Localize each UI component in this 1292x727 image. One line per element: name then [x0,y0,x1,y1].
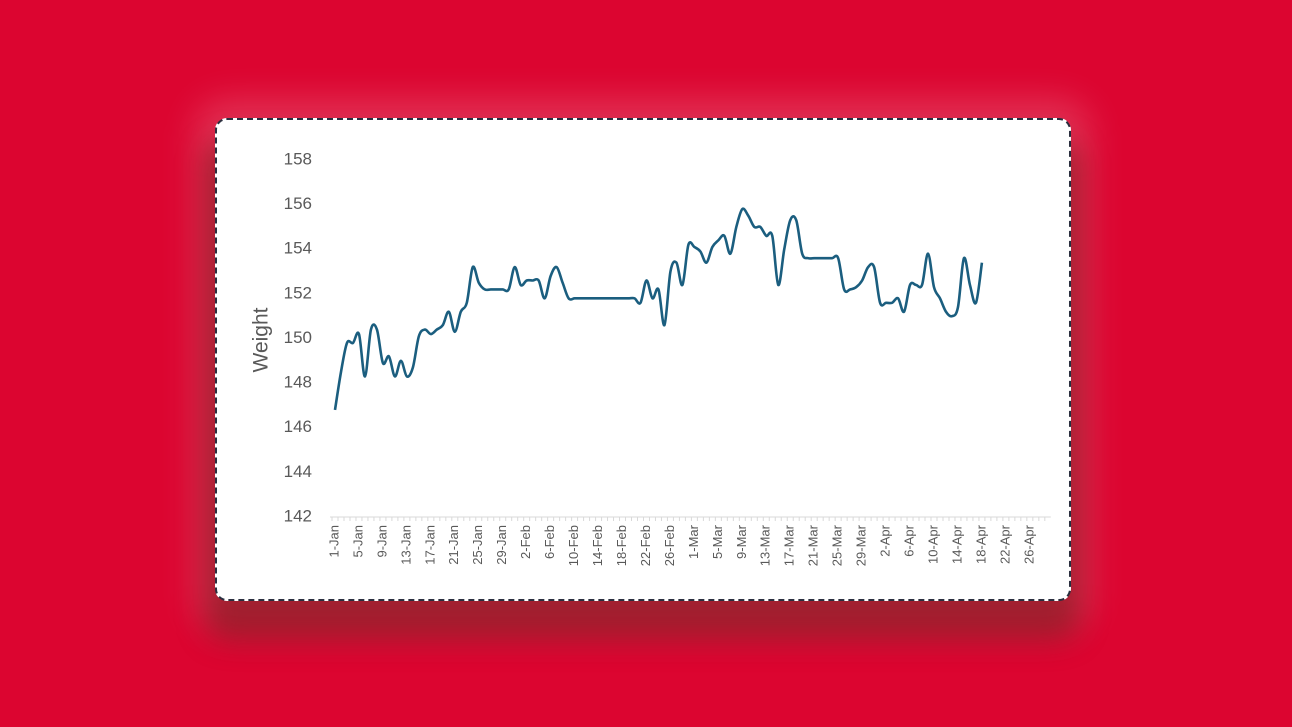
y-tick-label: 156 [284,194,312,213]
y-tick-label: 142 [284,506,312,525]
x-tick-label: 26-Feb [662,525,677,566]
x-tick-label: 1-Jan [326,525,341,558]
x-tick-label: 2-Feb [518,525,533,559]
x-tick-label: 14-Feb [590,525,605,566]
y-tick-label: 150 [284,328,312,347]
x-tick-label: 29-Jan [494,525,509,565]
x-tick-label: 21-Mar [806,524,821,566]
y-axis-title: Weight [250,307,273,372]
x-tick-label: 26-Apr [1021,524,1036,564]
x-tick-label: 22-Apr [997,524,1012,564]
x-tick-label: 21-Jan [446,525,461,565]
data-line [333,207,984,411]
x-tick-label: 1-Mar [686,524,701,559]
x-tick-label: 2-Apr [878,524,893,556]
x-tick-label: 17-Jan [422,525,437,565]
x-tick-label: 18-Feb [614,525,629,566]
x-tick-label: 25-Mar [830,524,845,566]
y-tick-label: 146 [284,417,312,436]
y-tick-label: 152 [284,283,312,302]
x-tick-label: 17-Mar [782,524,797,566]
y-tick-label: 154 [284,239,312,258]
x-tick-label: 10-Apr [925,524,940,564]
y-tick-label: 158 [284,149,312,168]
x-tick-label: 22-Feb [638,525,653,566]
y-tick-label: 148 [284,373,312,392]
y-tick-label: 144 [284,462,312,481]
x-tick-label: 10-Feb [566,525,581,566]
x-tick-label: 5-Jan [350,525,365,558]
x-tick-label: 9-Mar [734,524,749,559]
x-tick-label: 13-Jan [398,525,413,565]
x-tick-label: 18-Apr [973,524,988,564]
x-tick-label: 6-Apr [901,524,916,556]
x-tick-label: 14-Apr [949,524,964,564]
x-tick-label: 13-Mar [758,524,773,566]
x-tick-label: 9-Jan [374,525,389,558]
x-tick-label: 29-Mar [854,524,869,566]
x-tick-label: 25-Jan [470,525,485,565]
x-tick-label: 6-Feb [542,525,557,559]
x-tick-label: 5-Mar [710,524,725,559]
